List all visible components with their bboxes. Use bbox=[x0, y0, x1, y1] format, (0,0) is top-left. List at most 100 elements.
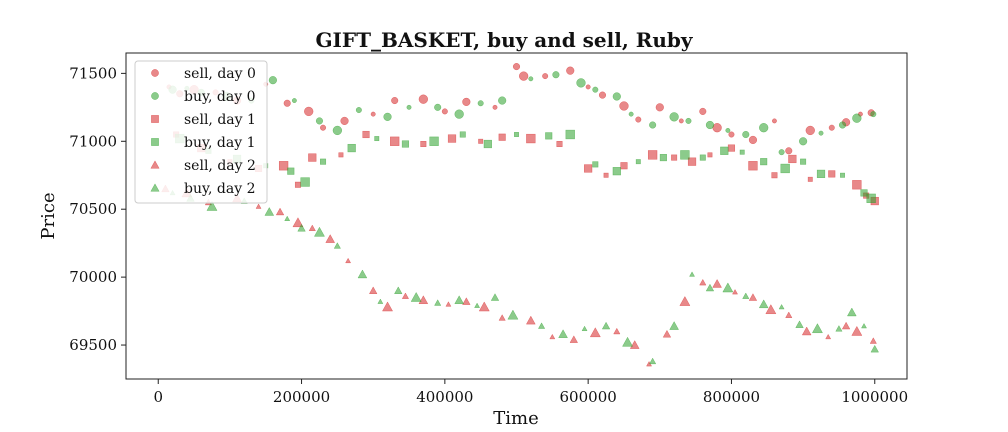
series-buy-day-1 bbox=[175, 129, 876, 203]
data-point bbox=[498, 133, 506, 141]
data-point bbox=[707, 152, 713, 158]
data-point bbox=[655, 103, 664, 112]
data-point bbox=[828, 170, 836, 178]
x-axis-label: Time bbox=[493, 408, 538, 429]
data-point bbox=[689, 271, 696, 277]
data-point bbox=[268, 76, 277, 85]
data-point bbox=[680, 150, 690, 160]
data-point bbox=[498, 314, 506, 321]
data-point bbox=[679, 296, 691, 306]
data-point bbox=[852, 113, 862, 123]
x-tick-label: 200000 bbox=[273, 388, 330, 406]
chart-title: GIFT_BASKET, buy and sell, Ruby bbox=[315, 28, 693, 52]
data-point bbox=[308, 224, 316, 232]
data-point bbox=[647, 150, 658, 160]
data-point bbox=[454, 109, 464, 119]
data-point bbox=[338, 152, 344, 158]
data-point bbox=[748, 293, 758, 301]
legend-entry-label: buy, day 2 bbox=[184, 181, 256, 197]
data-point bbox=[846, 307, 857, 317]
data-point bbox=[728, 131, 735, 138]
data-point bbox=[325, 234, 336, 243]
data-point bbox=[390, 136, 400, 146]
data-point bbox=[558, 329, 568, 338]
data-point bbox=[712, 123, 722, 133]
data-point bbox=[370, 111, 376, 117]
data-point bbox=[742, 130, 750, 139]
data-point bbox=[603, 172, 609, 178]
data-point bbox=[780, 163, 790, 174]
data-point bbox=[552, 71, 560, 79]
data-point bbox=[589, 327, 601, 338]
data-point bbox=[320, 124, 327, 131]
data-point bbox=[816, 169, 826, 178]
data-point bbox=[785, 311, 793, 318]
data-point bbox=[759, 123, 769, 133]
data-point bbox=[526, 133, 536, 144]
data-point bbox=[669, 321, 679, 330]
legend-entry-label: buy, day 1 bbox=[184, 135, 256, 151]
data-point bbox=[275, 207, 285, 216]
data-point bbox=[278, 161, 289, 171]
data-point bbox=[291, 98, 297, 103]
data-point bbox=[860, 189, 868, 197]
y-axis-label: Price bbox=[38, 192, 59, 239]
data-point bbox=[799, 137, 808, 146]
data-point bbox=[537, 322, 546, 329]
data-point bbox=[669, 112, 679, 122]
data-point bbox=[315, 117, 324, 125]
y-tick-label: 70000 bbox=[69, 268, 117, 286]
data-point bbox=[805, 125, 815, 136]
data-point bbox=[304, 106, 314, 117]
data-point bbox=[840, 172, 845, 178]
data-point bbox=[340, 116, 349, 126]
data-point bbox=[748, 161, 758, 171]
data-point bbox=[732, 289, 738, 295]
data-point bbox=[454, 295, 465, 305]
data-point bbox=[565, 129, 575, 140]
data-point bbox=[722, 282, 734, 293]
data-point bbox=[462, 297, 471, 305]
data-point bbox=[592, 161, 599, 168]
x-tick-label: 0 bbox=[153, 388, 163, 406]
data-point bbox=[835, 325, 843, 332]
data-point bbox=[368, 286, 378, 294]
data-point bbox=[742, 292, 750, 299]
x-tick-label: 1000000 bbox=[841, 388, 908, 406]
legend-marker bbox=[151, 115, 159, 123]
legend-entry-label: sell, day 0 bbox=[184, 66, 256, 82]
data-point bbox=[462, 97, 471, 107]
data-point bbox=[585, 84, 591, 90]
data-point bbox=[357, 269, 368, 279]
data-point bbox=[320, 158, 327, 165]
data-point bbox=[613, 327, 621, 335]
data-point bbox=[725, 127, 731, 133]
data-point bbox=[685, 117, 692, 124]
data-point bbox=[841, 321, 851, 330]
data-point bbox=[678, 118, 684, 124]
data-point bbox=[771, 118, 777, 124]
data-point bbox=[498, 96, 507, 105]
data-point bbox=[828, 124, 835, 131]
data-point bbox=[287, 167, 295, 175]
data-point bbox=[206, 200, 218, 211]
y-tick-label: 69500 bbox=[69, 336, 117, 354]
legend-marker bbox=[150, 160, 160, 169]
data-point bbox=[445, 301, 452, 307]
x-tick-label: 400000 bbox=[416, 388, 473, 406]
data-point bbox=[477, 100, 484, 107]
data-point bbox=[347, 143, 356, 153]
data-point bbox=[592, 86, 599, 93]
data-point bbox=[545, 132, 553, 140]
y-axis-ticks: 69500 70000 70500 71000 71500 bbox=[69, 64, 126, 354]
legend-marker bbox=[151, 138, 159, 146]
data-point bbox=[598, 91, 607, 99]
legend-marker bbox=[151, 69, 159, 77]
data-point bbox=[870, 344, 879, 353]
data-point bbox=[785, 147, 793, 155]
data-point bbox=[727, 144, 736, 152]
data-point bbox=[394, 286, 403, 294]
data-point bbox=[671, 154, 678, 161]
data-point bbox=[825, 333, 832, 340]
